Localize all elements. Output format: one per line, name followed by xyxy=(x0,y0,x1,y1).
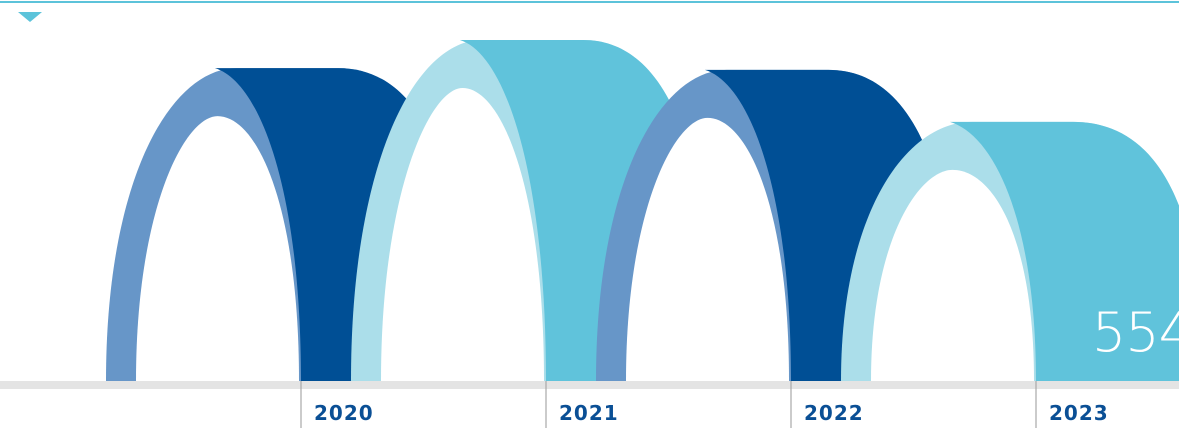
arches-group: 669729665554 xyxy=(106,40,1179,382)
arch-opening xyxy=(136,116,299,381)
arch-opening xyxy=(626,117,789,382)
category-label: 2023 xyxy=(1049,401,1109,425)
arch-opening xyxy=(381,88,544,381)
category-label: 2020 xyxy=(314,401,374,425)
category-label: 2021 xyxy=(559,401,619,425)
value-label: 554 xyxy=(1092,301,1179,364)
section-marker-icon xyxy=(18,12,42,22)
category-label: 2022 xyxy=(804,401,864,425)
arch-opening xyxy=(871,169,1034,381)
arch-2023: 554 xyxy=(841,121,1179,381)
baseline-band xyxy=(0,381,1179,389)
arch-front-band xyxy=(949,121,1179,381)
category-axis: 2020 2021 2022 2023 xyxy=(300,381,1109,428)
